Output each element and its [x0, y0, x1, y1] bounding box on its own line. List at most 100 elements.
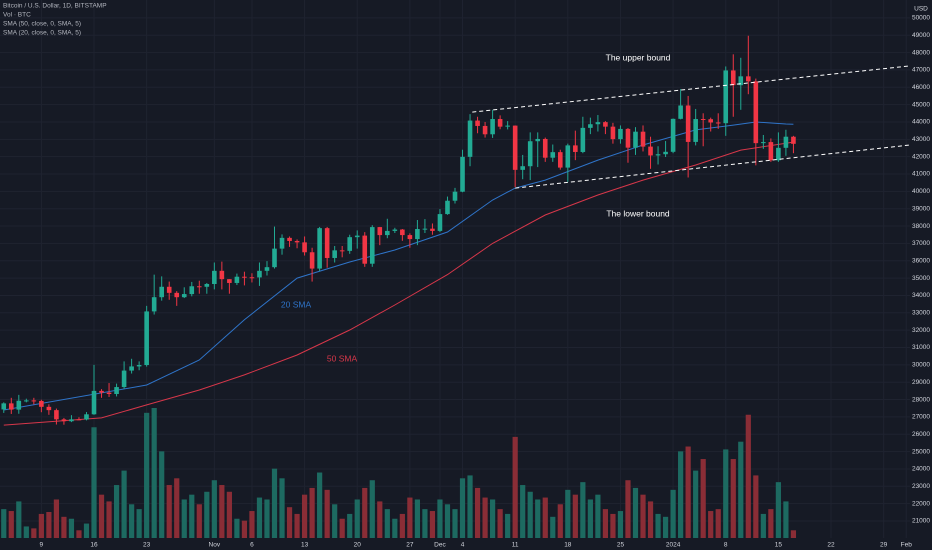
- candle-body: [362, 235, 368, 264]
- candle-body: [212, 270, 217, 285]
- y-tick-label: 33000: [912, 310, 930, 317]
- candle-body: [730, 70, 736, 86]
- volume-bar: [482, 497, 488, 538]
- x-tick-label: 20: [354, 542, 362, 549]
- trendline: [472, 65, 911, 113]
- candle-body: [678, 105, 683, 119]
- candle-body: [776, 147, 781, 161]
- volume-bar: [753, 475, 759, 538]
- volume-bar: [678, 451, 684, 538]
- volume-bar: [715, 509, 721, 538]
- volume-bar: [38, 513, 44, 538]
- candle-body: [708, 119, 714, 123]
- x-tick-label: 29: [880, 542, 888, 549]
- y-tick-label: 39000: [912, 205, 930, 212]
- volume-bar: [354, 499, 360, 538]
- volume-bar: [83, 523, 90, 538]
- candle-body: [99, 390, 104, 393]
- volume-bar: [347, 513, 353, 538]
- volume-bar: [505, 513, 511, 538]
- candle-body: [272, 248, 277, 268]
- y-tick-label: 27000: [912, 414, 930, 421]
- candle-body: [557, 152, 563, 168]
- volume-bar: [61, 516, 67, 538]
- volume-bar: [662, 516, 669, 538]
- y-tick-label: 43000: [912, 136, 930, 143]
- volume-bar: [31, 528, 37, 538]
- volume-bar: [226, 491, 232, 538]
- x-tick-label: 15: [775, 542, 783, 549]
- candle-body: [746, 76, 751, 82]
- sma-label: 50 SMA: [327, 353, 358, 363]
- y-tick-label: 26000: [912, 431, 930, 438]
- candle-body: [550, 152, 556, 158]
- volume-bar: [23, 526, 29, 538]
- volume-bar: [189, 494, 195, 538]
- candle-body: [460, 156, 465, 192]
- volume-bar: [1, 509, 7, 538]
- candle-body: [76, 419, 82, 421]
- candle-body: [700, 119, 706, 121]
- volume-bar: [144, 412, 150, 538]
- y-tick-label: 46000: [912, 84, 930, 91]
- candle-body: [279, 237, 285, 249]
- candle-body: [61, 419, 67, 422]
- candle-body: [452, 191, 458, 201]
- candle-body: [783, 136, 789, 148]
- candle-body: [309, 252, 315, 269]
- candle-body: [377, 227, 383, 236]
- volume-bar: [497, 509, 503, 538]
- y-tick-label: 37000: [912, 240, 930, 247]
- volume-bar: [136, 509, 142, 538]
- x-tick-label: 11: [512, 542, 519, 549]
- candle-body: [580, 127, 586, 152]
- candle-body: [46, 406, 52, 411]
- candle-body: [181, 294, 187, 298]
- volume-bar: [219, 485, 225, 538]
- y-tick-label: 35000: [912, 275, 930, 282]
- candle-body: [693, 119, 698, 142]
- candle-body: [1, 403, 7, 410]
- candle-body: [159, 286, 164, 298]
- candle-body: [497, 119, 503, 127]
- candle-body: [249, 277, 255, 279]
- y-tick-label: 34000: [912, 292, 930, 299]
- candle-body: [204, 284, 210, 287]
- y-tick-label: 29000: [912, 379, 930, 386]
- y-tick-label: 44000: [912, 119, 930, 126]
- volume-bar: [429, 511, 436, 538]
- volume-bar: [264, 499, 270, 538]
- candle-body: [535, 138, 541, 142]
- sma-label: 20 SMA: [281, 299, 312, 309]
- volume-bar: [324, 489, 330, 538]
- volume-bar: [211, 480, 217, 538]
- volume-bar: [550, 516, 556, 538]
- volume-bar: [527, 491, 533, 538]
- volume-bar: [271, 468, 278, 538]
- volume-bar: [459, 478, 466, 538]
- volume-bar: [610, 513, 616, 538]
- volume-bar: [339, 518, 345, 538]
- candle-body: [144, 311, 149, 366]
- volume-bar: [708, 511, 714, 538]
- candle-body: [151, 297, 157, 312]
- candle-body: [332, 250, 337, 258]
- y-tick-label: 30000: [912, 362, 930, 369]
- candle-body: [603, 122, 608, 127]
- volume-bar: [309, 487, 315, 538]
- candle-body: [317, 228, 322, 269]
- volume-bar: [587, 499, 593, 538]
- volume-bar: [407, 497, 413, 538]
- candle-body: [91, 390, 97, 415]
- y-tick-label: 36000: [912, 257, 930, 264]
- candle-body: [490, 119, 495, 135]
- y-tick-label: 21000: [912, 518, 930, 525]
- y-tick-label: 23000: [912, 483, 930, 490]
- candle-body: [369, 227, 375, 264]
- volume-bar: [286, 507, 293, 538]
- candle-body: [136, 365, 142, 367]
- candle-body: [347, 237, 353, 251]
- candle-body: [640, 131, 646, 147]
- volume-bar: [647, 501, 654, 538]
